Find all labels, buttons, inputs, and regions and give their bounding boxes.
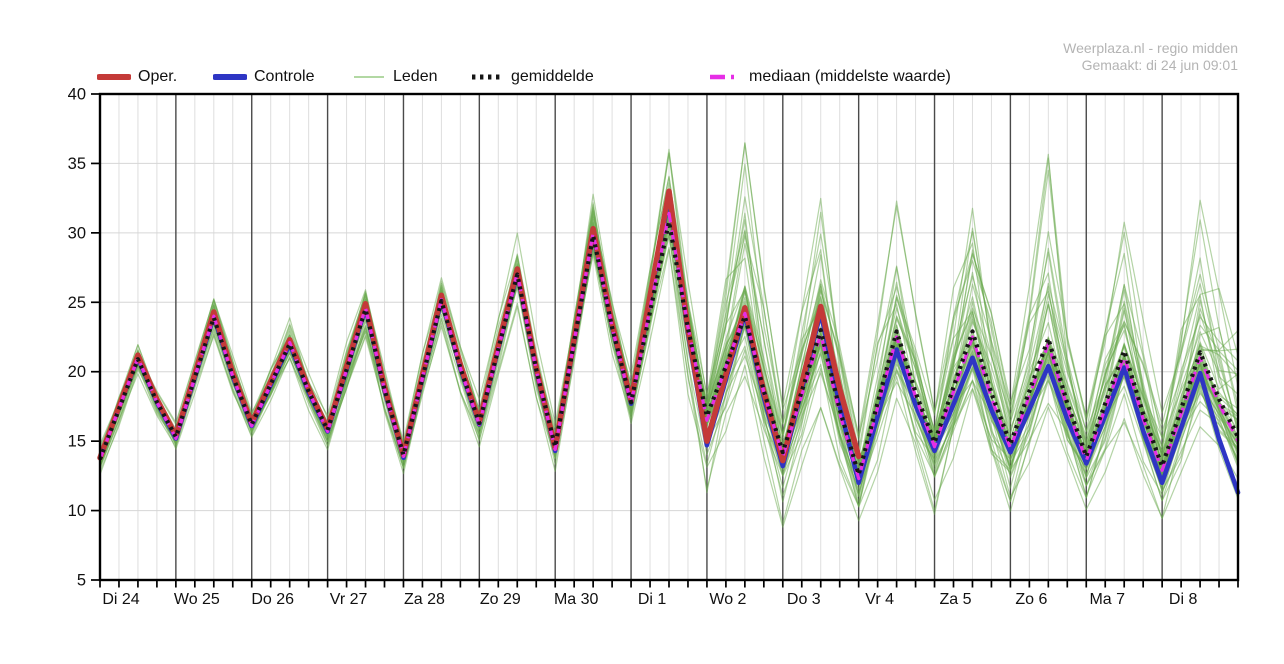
legend-label-oper: Oper.: [138, 68, 178, 85]
x-tick-label: Do 3: [787, 591, 821, 608]
legend-item-controle: Controle: [213, 64, 314, 90]
y-tick-label: 5: [77, 572, 86, 590]
watermark-source: Weerplaza.nl - regio midden: [1063, 40, 1238, 56]
y-tick-label: 20: [68, 363, 86, 381]
y-tick-label: 30: [68, 224, 86, 242]
x-tick-label: Wo 2: [709, 591, 746, 608]
legend-swatch-leden: [354, 76, 384, 78]
legend-item-gemiddelde: gemiddelde: [470, 64, 594, 90]
legend-item-leden: Leden: [352, 64, 438, 90]
y-tick-label: 40: [68, 86, 86, 104]
x-tick-label: Do 26: [251, 591, 294, 608]
legend: Oper. Controle Leden gemiddelde mediaan (mid…: [0, 64, 1284, 90]
legend-label-controle: Controle: [254, 68, 315, 85]
x-tick-label: Vr 27: [330, 591, 368, 608]
x-tick-label: Ma 30: [554, 591, 599, 608]
x-tick-label: Di 8: [1169, 591, 1198, 608]
x-tick-label: Zo 6: [1015, 591, 1047, 608]
x-tick-label: Di 1: [638, 591, 667, 608]
x-tick-label: Vr 4: [865, 591, 894, 608]
legend-item-mediaan: mediaan (middelste waarde): [708, 64, 951, 90]
y-tick-label: 25: [68, 294, 86, 312]
x-tick-label: Ma 7: [1089, 591, 1125, 608]
x-tick-label: Zo 29: [480, 591, 521, 608]
legend-label-leden: Leden: [393, 68, 438, 85]
watermark: Weerplaza.nl - regio midden Gemaakt: di …: [1063, 40, 1238, 74]
legend-swatch-oper: [97, 74, 131, 80]
legend-label-mediaan: mediaan (middelste waarde): [749, 68, 951, 85]
legend-item-oper: Oper.: [97, 64, 177, 90]
legend-swatch-gemiddelde: [472, 74, 502, 80]
x-tick-label: Za 28: [404, 591, 445, 608]
x-tick-label: Wo 25: [174, 591, 220, 608]
legend-label-gemiddelde: gemiddelde: [511, 68, 594, 85]
watermark-generated: Gemaakt: di 24 jun 09:01: [1081, 57, 1238, 73]
y-tick-label: 15: [68, 433, 86, 451]
x-tick-label: Za 5: [940, 591, 972, 608]
y-tick-label: 10: [68, 502, 86, 520]
x-tick-label: Di 24: [102, 591, 139, 608]
legend-swatch-controle: [213, 74, 247, 80]
y-tick-label: 35: [68, 155, 86, 173]
legend-swatch-mediaan: [710, 74, 740, 80]
